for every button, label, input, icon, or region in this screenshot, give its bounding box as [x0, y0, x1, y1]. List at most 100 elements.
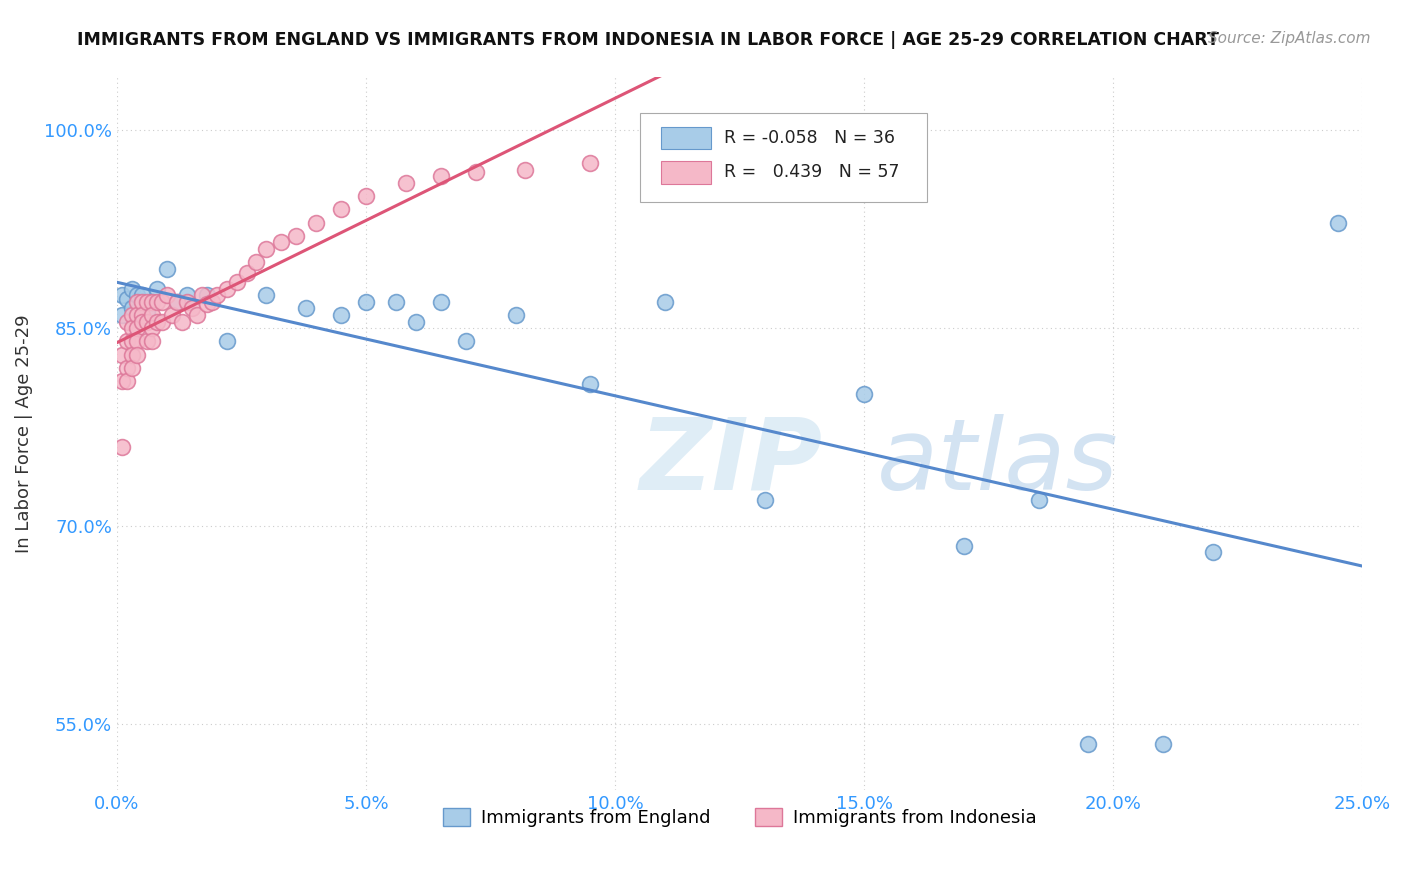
FancyBboxPatch shape: [640, 113, 927, 202]
Point: [654, 294, 676, 309]
Point: [505, 308, 527, 322]
Point: [135, 305, 157, 319]
Point: [115, 334, 138, 349]
Point: [1077, 737, 1099, 751]
Point: [385, 294, 408, 309]
Point: [305, 216, 328, 230]
Text: ZIP: ZIP: [640, 414, 823, 511]
Point: [131, 308, 153, 322]
Point: [160, 308, 183, 322]
Point: [141, 308, 163, 322]
Point: [135, 334, 157, 349]
Point: [190, 288, 212, 302]
Point: [245, 255, 267, 269]
Point: [125, 347, 148, 361]
Point: [579, 156, 602, 170]
Point: [146, 294, 169, 309]
Point: [111, 308, 134, 322]
Point: [270, 235, 292, 250]
Text: atlas: atlas: [877, 414, 1118, 511]
Point: [121, 301, 143, 316]
Point: [180, 301, 202, 316]
Point: [156, 261, 179, 276]
Point: [141, 294, 163, 309]
Point: [125, 308, 148, 322]
Point: [195, 288, 218, 302]
Point: [121, 347, 143, 361]
Point: [125, 334, 148, 349]
Point: [141, 334, 163, 349]
Point: [405, 314, 427, 328]
Point: [330, 202, 353, 217]
FancyBboxPatch shape: [661, 161, 711, 184]
Point: [235, 266, 257, 280]
Point: [125, 288, 148, 302]
Point: [125, 321, 148, 335]
Point: [201, 294, 224, 309]
Point: [853, 387, 876, 401]
Text: IMMIGRANTS FROM ENGLAND VS IMMIGRANTS FROM INDONESIA IN LABOR FORCE | AGE 25-29 : IMMIGRANTS FROM ENGLAND VS IMMIGRANTS FR…: [77, 31, 1219, 49]
Point: [170, 314, 193, 328]
Point: [150, 314, 173, 328]
Point: [454, 334, 477, 349]
Point: [205, 288, 228, 302]
Text: Source: ZipAtlas.com: Source: ZipAtlas.com: [1208, 31, 1371, 46]
Point: [464, 165, 486, 179]
Y-axis label: In Labor Force | Age 25-29: In Labor Force | Age 25-29: [15, 314, 32, 553]
Point: [121, 321, 143, 335]
Point: [131, 294, 153, 309]
Point: [195, 297, 218, 311]
Point: [430, 169, 453, 184]
Point: [111, 440, 134, 454]
Point: [141, 321, 163, 335]
Point: [295, 301, 318, 316]
Point: [115, 360, 138, 375]
Point: [225, 275, 247, 289]
Point: [430, 294, 453, 309]
Point: [1202, 545, 1225, 559]
Point: [215, 281, 238, 295]
Point: [176, 288, 198, 302]
Point: [176, 294, 198, 309]
Point: [186, 308, 208, 322]
Point: [579, 376, 602, 391]
Point: [1152, 737, 1174, 751]
Point: [166, 294, 188, 309]
Point: [125, 294, 148, 309]
Point: [166, 294, 188, 309]
Point: [121, 281, 143, 295]
Legend: Immigrants from England, Immigrants from Indonesia: Immigrants from England, Immigrants from…: [436, 800, 1045, 834]
Point: [141, 294, 163, 309]
Point: [111, 347, 134, 361]
Point: [125, 308, 148, 322]
Text: R =   0.439   N = 57: R = 0.439 N = 57: [724, 163, 898, 181]
Point: [1326, 216, 1348, 230]
Point: [354, 189, 377, 203]
Point: [135, 314, 157, 328]
Point: [150, 294, 173, 309]
Point: [156, 288, 179, 302]
Point: [131, 288, 153, 302]
Point: [146, 281, 169, 295]
Point: [131, 294, 153, 309]
Point: [111, 374, 134, 388]
Point: [135, 294, 157, 309]
Point: [254, 288, 277, 302]
Point: [111, 288, 134, 302]
Point: [131, 314, 153, 328]
Point: [330, 308, 353, 322]
Point: [395, 176, 418, 190]
Text: R = -0.058   N = 36: R = -0.058 N = 36: [724, 129, 894, 147]
Point: [354, 294, 377, 309]
Point: [953, 539, 976, 553]
Point: [754, 492, 776, 507]
Point: [115, 314, 138, 328]
Point: [121, 360, 143, 375]
Point: [115, 292, 138, 306]
Point: [285, 228, 308, 243]
Point: [515, 162, 537, 177]
Point: [146, 314, 169, 328]
Point: [115, 374, 138, 388]
Point: [121, 308, 143, 322]
Point: [121, 334, 143, 349]
